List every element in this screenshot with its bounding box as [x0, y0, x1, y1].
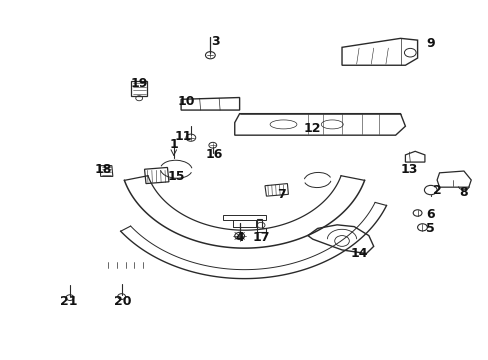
Text: 8: 8	[459, 186, 468, 199]
Text: 6: 6	[426, 208, 434, 221]
Text: 10: 10	[177, 95, 194, 108]
Text: 15: 15	[167, 170, 184, 183]
Text: 21: 21	[60, 296, 78, 309]
Text: 5: 5	[426, 222, 434, 235]
Text: 19: 19	[131, 77, 148, 90]
Text: 18: 18	[94, 163, 112, 176]
Text: 20: 20	[114, 296, 131, 309]
Text: 14: 14	[349, 247, 367, 260]
Text: 7: 7	[276, 188, 285, 201]
Text: 16: 16	[204, 148, 222, 161]
Text: 13: 13	[400, 163, 417, 176]
Text: 3: 3	[210, 35, 219, 49]
Text: 17: 17	[252, 231, 270, 244]
Text: 11: 11	[174, 130, 192, 144]
Text: 1: 1	[169, 138, 178, 150]
Text: 4: 4	[235, 231, 244, 244]
Text: 9: 9	[426, 37, 434, 50]
Text: 12: 12	[304, 122, 321, 135]
Text: 2: 2	[432, 184, 441, 197]
